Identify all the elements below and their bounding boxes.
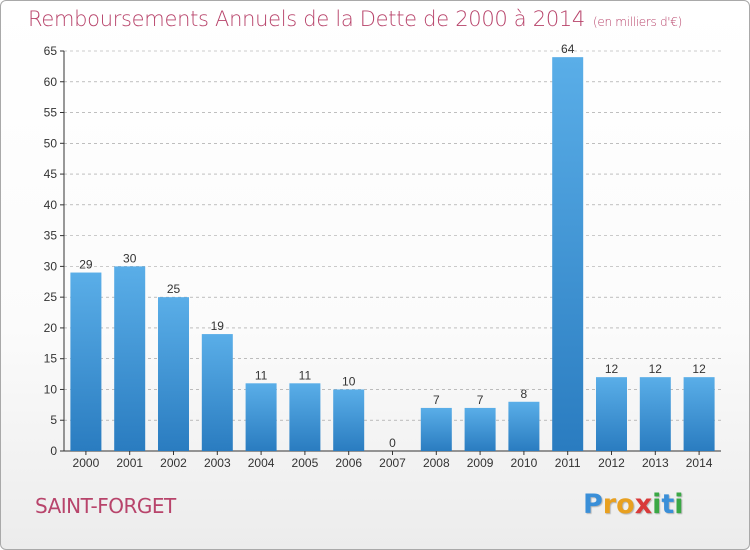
data-label-2009: 7 [477,393,484,407]
x-tick-label-2012: 2012 [598,456,625,470]
data-label-2000: 29 [79,258,93,272]
y-tick-label: 5 [50,413,57,427]
x-tick-label-2008: 2008 [423,456,450,470]
y-tick-label: 45 [44,167,58,181]
logo-letter: t [661,489,675,520]
x-tick-label-2000: 2000 [73,456,100,470]
y-tick-label: 60 [44,75,58,89]
x-tick-label-2013: 2013 [642,456,669,470]
data-label-2003: 19 [211,319,225,333]
logo-letter: P [583,489,603,520]
data-label-2011: 64 [561,42,575,56]
chart-title: Remboursements Annuels de la Dette de 20… [28,7,682,31]
bar-2014[interactable] [683,377,715,451]
bar-2004[interactable] [245,383,277,451]
y-tick-label: 10 [44,382,58,396]
data-label-2008: 7 [433,393,440,407]
x-tick-label-2011: 2011 [555,456,581,470]
x-tick-label-2004: 2004 [248,456,275,470]
y-tick-label: 65 [44,44,58,58]
x-tick-label-2003: 2003 [204,456,231,470]
data-label-2006: 10 [342,374,356,388]
x-tick-label-2007: 2007 [379,456,406,470]
data-label-2012: 12 [605,362,619,376]
bar-2005[interactable] [289,383,321,451]
data-label-2001: 30 [123,251,137,265]
logo-letter: o [616,489,635,520]
data-label-2014: 12 [692,362,706,376]
data-label-2002: 25 [167,282,181,296]
data-label-2004: 11 [255,368,268,382]
y-tick-label: 0 [50,444,57,458]
x-tick-label-2002: 2002 [160,456,187,470]
bar-2009[interactable] [464,407,496,451]
x-tick-label-2010: 2010 [511,456,538,470]
bar-2011[interactable] [552,57,584,452]
bar-2003[interactable] [201,334,233,451]
data-label-2013: 12 [649,362,663,376]
bar-2000[interactable] [70,272,102,451]
data-label-2007: 0 [389,436,396,450]
proxiti-logo[interactable]: Proxiti [583,489,684,520]
bar-2002[interactable] [158,297,189,451]
x-tick-label-2005: 2005 [292,456,319,470]
data-label-2005: 11 [299,368,312,382]
y-tick-label: 30 [44,259,58,273]
commune-name: SAINT-FORGET [35,494,176,518]
bar-2013[interactable] [639,377,671,451]
x-tick-label-2006: 2006 [335,456,362,470]
bar-2012[interactable] [596,377,627,451]
logo-letter: i [674,489,684,520]
chart-title-text: Remboursements Annuels de la Dette de 20… [28,7,585,31]
x-tick-label-2009: 2009 [467,456,494,470]
x-tick-label-2001: 2001 [116,456,143,470]
y-tick-label: 20 [44,321,58,335]
bar-2008[interactable] [420,407,452,451]
logo-letter: x [634,489,653,520]
x-tick-label-2014: 2014 [686,456,713,470]
logo-letter: r [602,489,617,520]
y-tick-label: 35 [44,229,58,243]
bar-2001[interactable] [114,266,146,451]
y-tick-label: 50 [44,136,58,150]
y-tick-label: 40 [44,198,58,212]
data-label-2010: 8 [521,387,528,401]
chart-unit: (en milliers d'€) [593,15,683,29]
y-tick-label: 15 [44,352,58,366]
y-tick-label: 55 [44,106,58,120]
bar-2010[interactable] [508,401,540,451]
y-tick-label: 25 [44,290,58,304]
logo-letter: i [652,489,662,520]
bar-2006[interactable] [333,389,365,451]
